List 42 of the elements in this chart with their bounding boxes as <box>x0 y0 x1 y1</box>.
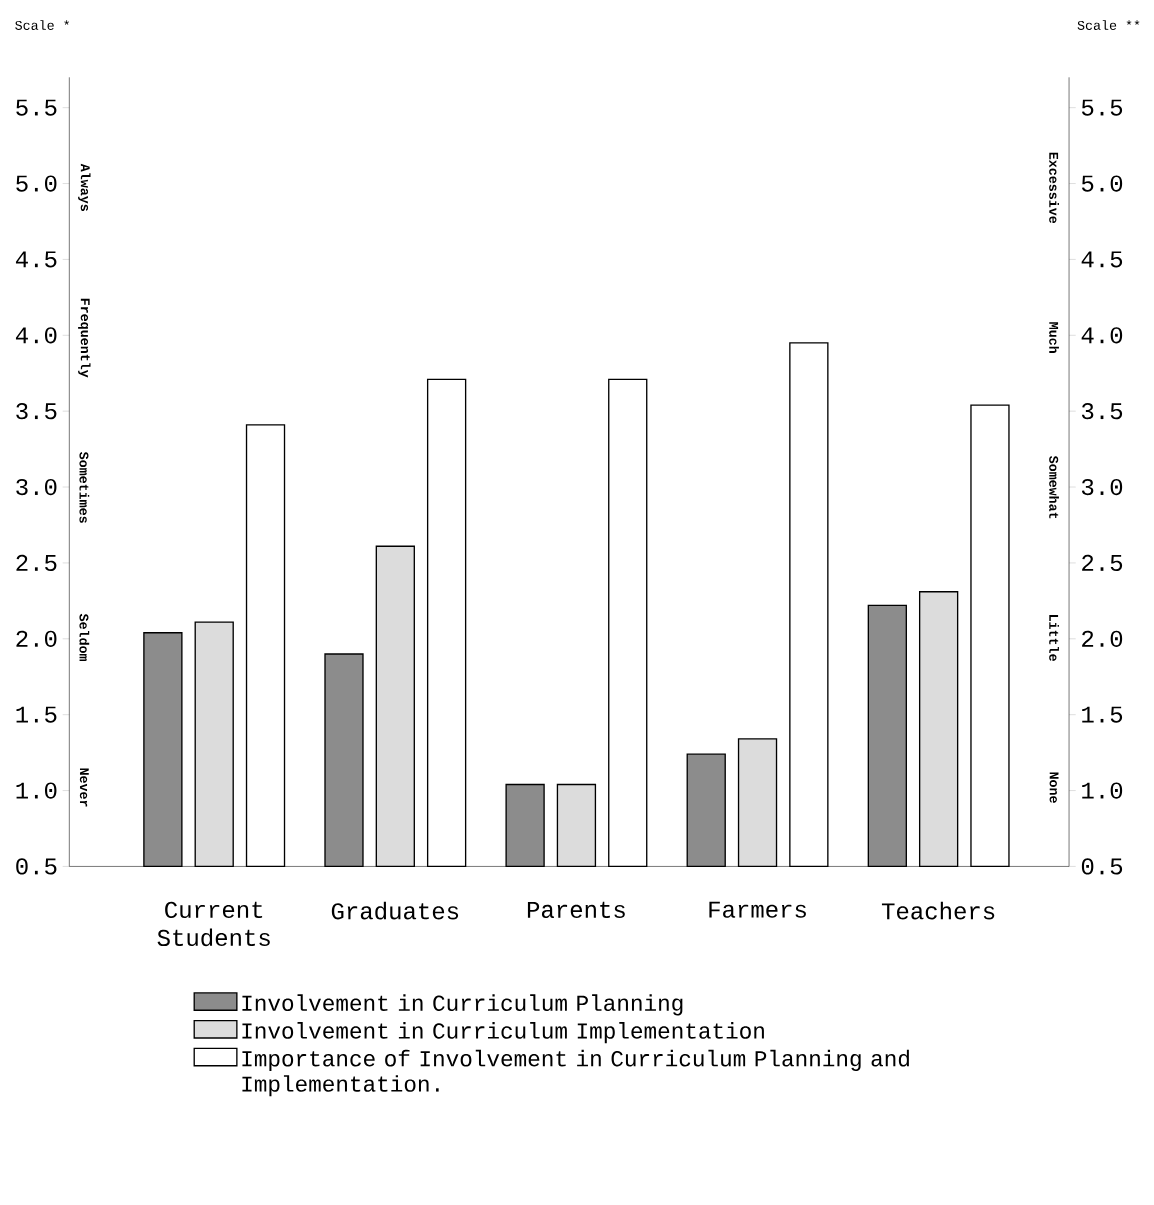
annotation: Sometimes <box>79 451 90 523</box>
y-tick-label: 5.5 <box>16 99 57 116</box>
y-tick-label: 1.5 <box>16 706 57 723</box>
y2-tick-label: 4.5 <box>1081 251 1122 268</box>
y-tick-label: 2.0 <box>16 630 57 647</box>
y2-tick-label: 5.0 <box>1081 175 1122 192</box>
y-tick-label: 1.0 <box>16 782 57 799</box>
annotation: Much <box>1048 322 1059 353</box>
annotation: Never <box>79 768 89 807</box>
annotation: Always <box>77 163 91 211</box>
y-tick-label: 3.0 <box>16 478 57 496</box>
y-tick-label: 2.5 <box>16 554 57 572</box>
legend-label: Involvement in Curriculum Implementation <box>242 1022 764 1044</box>
annotation: Frequently <box>77 298 91 378</box>
annotation: Somewhat <box>1048 455 1059 519</box>
y2-tick-label: 1.0 <box>1081 782 1122 799</box>
y2-tick-label: 1.5 <box>1081 706 1122 723</box>
y2-tick-label: 0.5 <box>1081 858 1122 875</box>
legend-label: Involvement in Curriculum Planning <box>242 994 683 1016</box>
x-tick-label: Current Students <box>157 901 270 947</box>
y2-tick-label: 5.5 <box>1081 99 1122 116</box>
y-tick-label: 4.5 <box>15 251 57 268</box>
y2-tick-label: 2.0 <box>1081 630 1122 647</box>
y2-tick-label: 3.0 <box>1081 478 1122 496</box>
legend-label: Importance of Involvement in Curriculum Planning and Implementation. <box>242 1049 909 1097</box>
y-tick-label: 3.5 <box>16 403 57 420</box>
annotation: Excessive <box>1048 152 1059 224</box>
x-tick-label: Teachers <box>881 901 995 920</box>
y-axis-title: Scale * <box>15 20 69 30</box>
annotation: None <box>1049 772 1059 803</box>
y-tick-label: 0.5 <box>16 858 57 875</box>
annotation: Little <box>1048 614 1059 661</box>
y-tick-label: 5.0 <box>16 175 57 192</box>
annotation: Seldom <box>79 613 90 662</box>
x-tick-label: Farmers <box>709 901 806 918</box>
y2-tick-label: 4.0 <box>1081 327 1122 344</box>
y2-tick-label: 3.5 <box>1081 403 1122 420</box>
x-tick-label: Parents <box>527 901 625 919</box>
y-tick-label: 4.0 <box>15 327 57 344</box>
y2-axis-title: Scale ** <box>1077 20 1140 30</box>
x-tick-label: Graduates <box>331 901 458 920</box>
y2-tick-label: 2.5 <box>1081 554 1122 572</box>
